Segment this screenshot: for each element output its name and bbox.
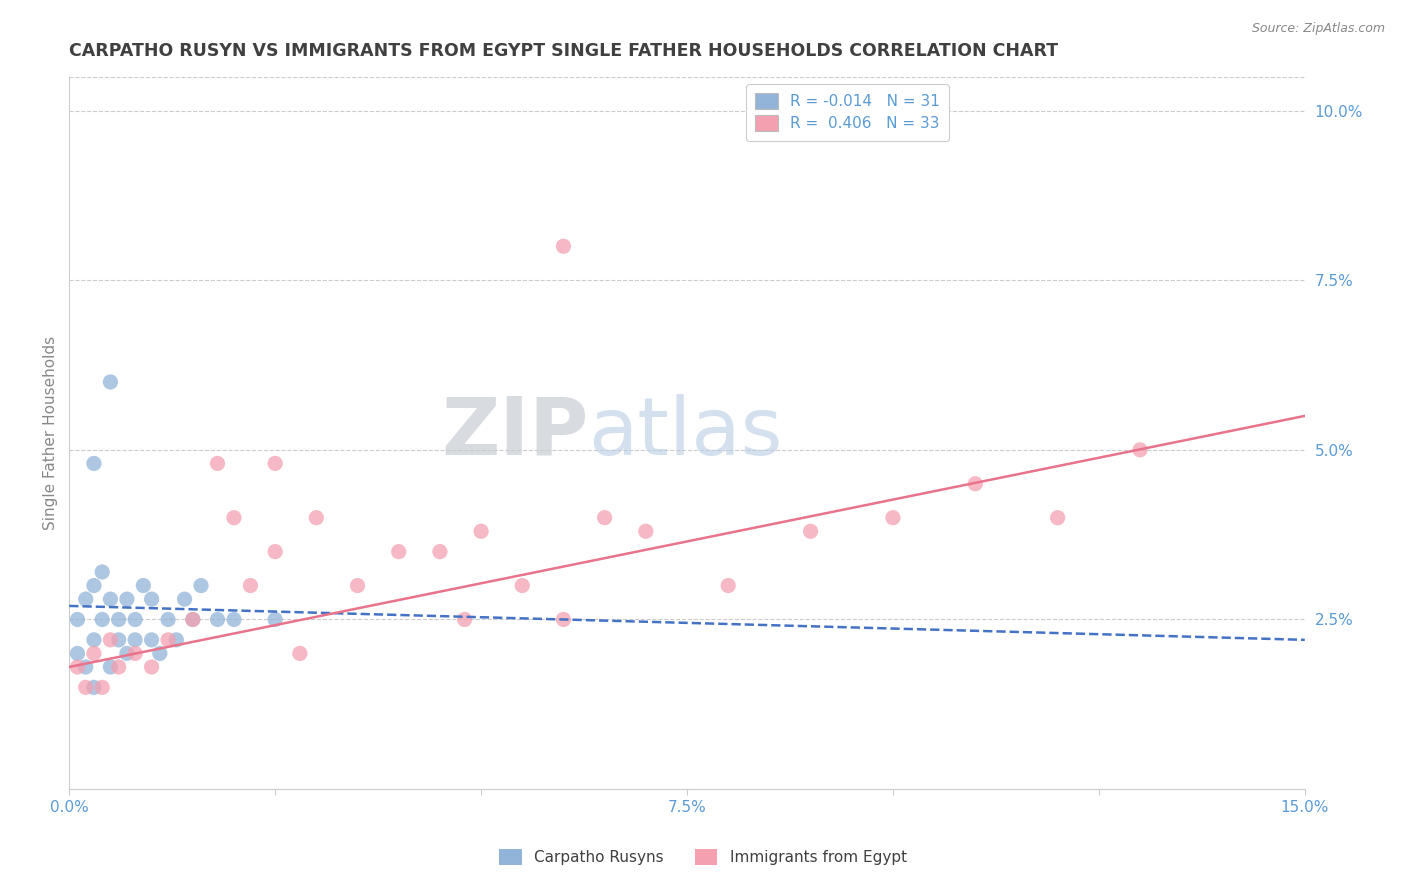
Point (149, 647, 172, 661)
Point (264, 544, 287, 558)
Point (429, 544, 451, 558)
Point (1046, 510, 1069, 524)
Point (470, 524, 492, 539)
Legend: R = -0.014   N = 31, R =  0.406   N = 33: R = -0.014 N = 31, R = 0.406 N = 33 (747, 84, 949, 141)
Point (173, 592, 195, 607)
Point (239, 578, 262, 592)
Point (264, 457, 287, 471)
Point (141, 660, 163, 674)
Text: atlas: atlas (588, 394, 783, 472)
Point (100, 660, 122, 674)
Point (965, 476, 987, 491)
Text: ZIP: ZIP (441, 394, 588, 472)
Point (510, 578, 533, 592)
Point (107, 660, 129, 674)
Point (165, 632, 187, 647)
Point (222, 510, 245, 524)
Point (107, 612, 129, 626)
Point (288, 647, 311, 661)
Point (181, 612, 204, 626)
Point (83, 632, 105, 647)
Point (115, 647, 138, 661)
Point (141, 632, 163, 647)
Point (124, 647, 146, 661)
Point (124, 632, 146, 647)
Point (207, 612, 229, 626)
Point (593, 510, 616, 524)
Point (157, 612, 180, 626)
Point (66, 612, 89, 626)
Point (66, 660, 89, 674)
Point (124, 612, 146, 626)
Legend: Carpatho Rusyns, Immigrants from Egypt: Carpatho Rusyns, Immigrants from Egypt (494, 843, 912, 871)
Point (800, 524, 823, 539)
Point (181, 612, 204, 626)
Text: CARPATHO RUSYN VS IMMIGRANTS FROM EGYPT SINGLE FATHER HOUSEHOLDS CORRELATION CHA: CARPATHO RUSYN VS IMMIGRANTS FROM EGYPT … (69, 42, 1059, 60)
Point (91, 681, 114, 695)
Point (83, 578, 105, 592)
Point (207, 457, 229, 471)
Point (132, 578, 155, 592)
Point (83, 457, 105, 471)
Point (75, 660, 97, 674)
Point (141, 592, 163, 607)
Y-axis label: Single Father Households: Single Father Households (44, 335, 58, 530)
Point (1129, 442, 1152, 457)
Point (553, 239, 575, 253)
Point (115, 592, 138, 607)
Text: Source: ZipAtlas.com: Source: ZipAtlas.com (1251, 22, 1385, 36)
Point (107, 632, 129, 647)
Point (553, 612, 575, 626)
Point (66, 647, 89, 661)
Point (100, 375, 122, 389)
Point (75, 681, 97, 695)
Point (75, 592, 97, 607)
Point (717, 578, 740, 592)
Point (83, 681, 105, 695)
Point (100, 632, 122, 647)
Point (634, 524, 657, 539)
Point (222, 612, 245, 626)
Point (190, 578, 212, 592)
Point (305, 510, 328, 524)
Point (91, 565, 114, 579)
Point (346, 578, 368, 592)
Point (91, 612, 114, 626)
Point (157, 632, 180, 647)
Point (100, 592, 122, 607)
Point (388, 544, 411, 558)
Point (264, 612, 287, 626)
Point (83, 647, 105, 661)
Point (453, 612, 475, 626)
Point (882, 510, 904, 524)
